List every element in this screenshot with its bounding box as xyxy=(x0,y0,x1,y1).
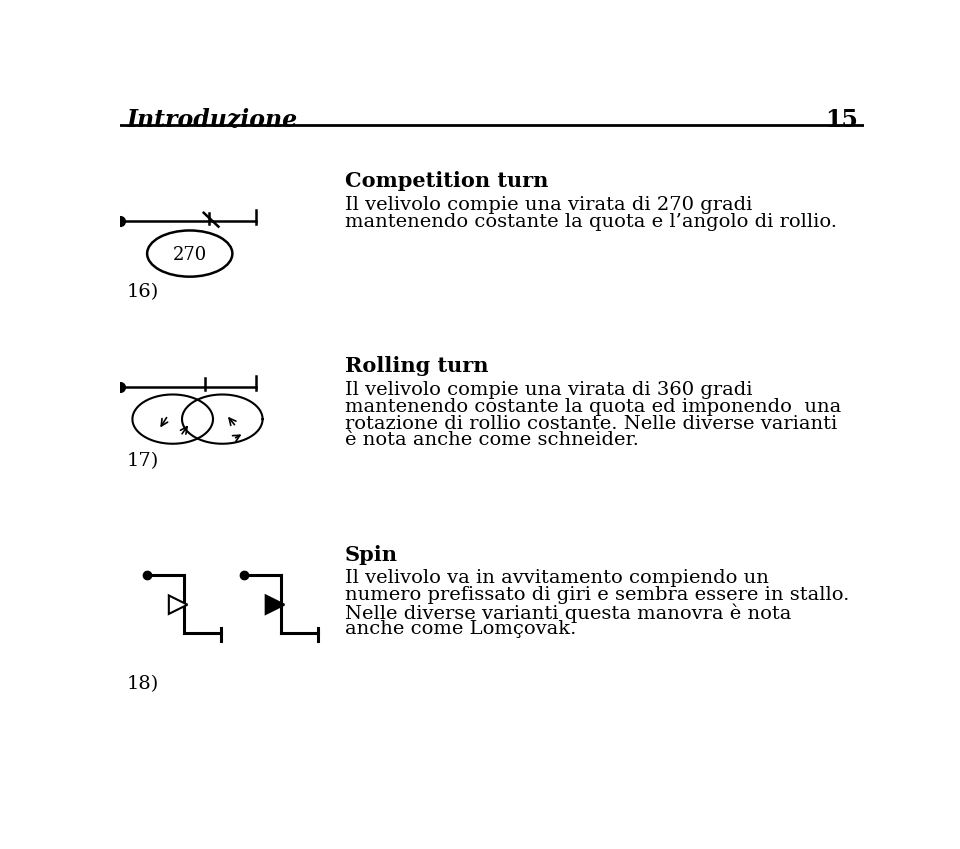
Text: è nota anche come schneider.: è nota anche come schneider. xyxy=(345,431,638,449)
Text: Nelle diverse varianti questa manovra è nota: Nelle diverse varianti questa manovra è … xyxy=(345,603,791,622)
Text: rotazione di rollio costante. Nelle diverse varianti: rotazione di rollio costante. Nelle dive… xyxy=(345,414,837,432)
Text: Competition turn: Competition turn xyxy=(345,171,548,191)
Text: Rolling turn: Rolling turn xyxy=(345,356,489,376)
Text: anche come Lomçovak.: anche come Lomçovak. xyxy=(345,620,576,638)
Text: 18): 18) xyxy=(126,676,158,694)
Text: 16): 16) xyxy=(126,283,158,301)
Text: mantenendo costante la quota e l’angolo di rollio.: mantenendo costante la quota e l’angolo … xyxy=(345,213,837,231)
Text: numero prefissato di giri e sembra essere in stallo.: numero prefissato di giri e sembra esser… xyxy=(345,586,850,604)
Polygon shape xyxy=(169,595,187,614)
Text: 15: 15 xyxy=(825,108,858,132)
Text: mantenendo costante la quota ed imponendo  una: mantenendo costante la quota ed imponend… xyxy=(345,397,841,415)
Polygon shape xyxy=(266,595,284,614)
Text: Il velivolo compie una virata di 360 gradi: Il velivolo compie una virata di 360 gra… xyxy=(345,380,753,399)
Text: Il velivolo compie una virata di 270 gradi: Il velivolo compie una virata di 270 gra… xyxy=(345,196,752,214)
Text: Il velivolo va in avvitamento compiendo un: Il velivolo va in avvitamento compiendo … xyxy=(345,570,769,588)
Text: 17): 17) xyxy=(126,453,158,470)
Text: Introduzione: Introduzione xyxy=(126,108,298,132)
Text: 270: 270 xyxy=(173,246,206,264)
Text: Spin: Spin xyxy=(345,544,397,565)
